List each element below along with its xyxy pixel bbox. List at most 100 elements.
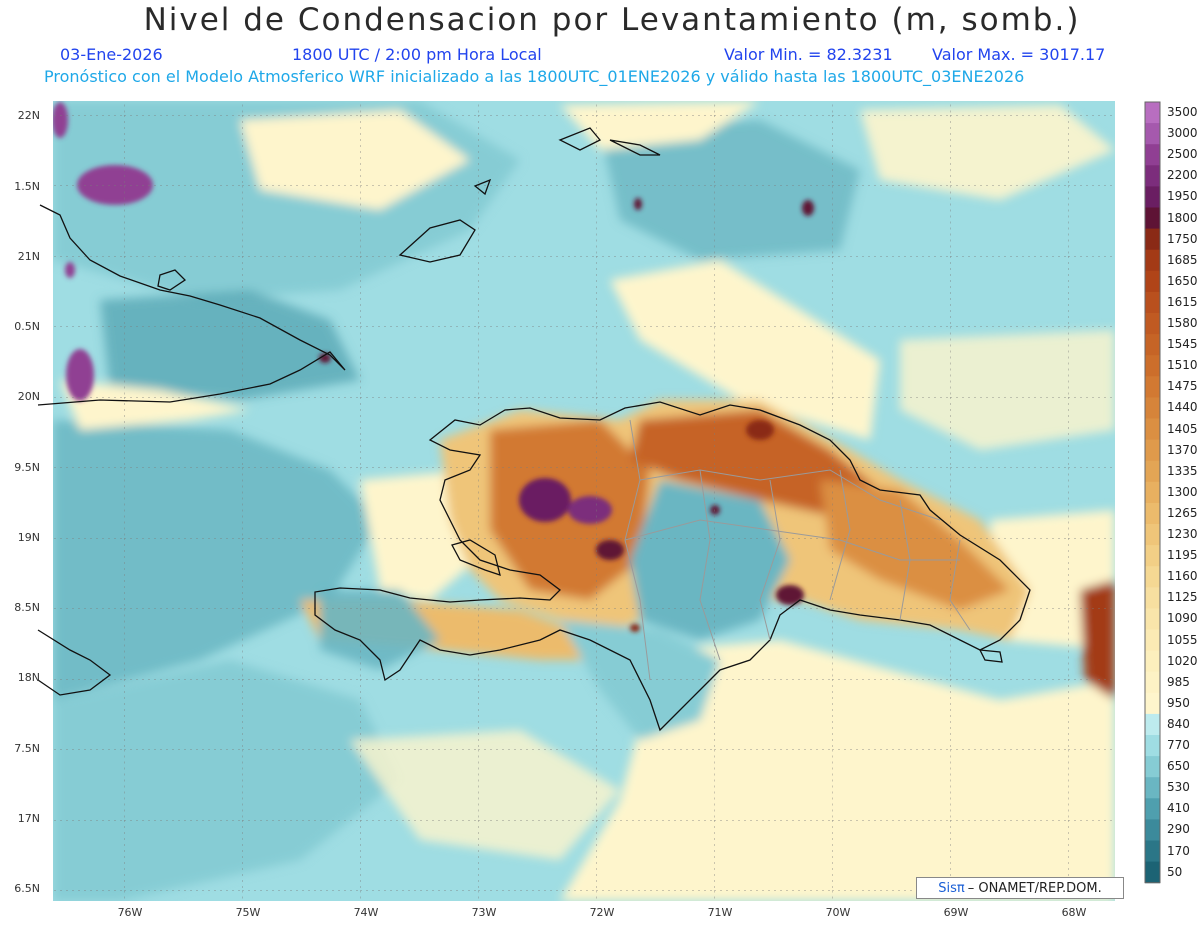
max-value-label: Valor Max. = 3017.17	[932, 45, 1106, 64]
colorbar-label: 1650	[1167, 273, 1198, 288]
colorbar-swatch	[1145, 819, 1160, 841]
forecast-info: Pronóstico con el Modelo Atmosferico WRF…	[44, 67, 1025, 86]
colorbar-swatch	[1145, 735, 1160, 757]
credit-box: Sisπ – ONAMET/REP.DOM.	[916, 877, 1124, 899]
colorbar-label: 530	[1167, 780, 1190, 795]
colorbar-swatch	[1145, 481, 1160, 504]
colorbar-swatch	[1145, 629, 1160, 652]
x-tick-label: 71W	[707, 906, 733, 919]
colorbar-swatch	[1145, 397, 1160, 419]
colorbar-label: 2200	[1167, 168, 1198, 183]
y-tick-label: 21N	[17, 250, 40, 263]
colorbar-swatch	[1145, 207, 1160, 230]
colorbar-label: 650	[1167, 759, 1190, 774]
colorbar-swatch	[1145, 123, 1160, 145]
colorbar-label: 1055	[1167, 632, 1198, 647]
colorbar-swatch	[1145, 756, 1160, 778]
colorbar-label: 1615	[1167, 294, 1198, 309]
time-label: 1800 UTC / 2:00 pm Hora Local	[292, 45, 542, 64]
colorbar-label: 1160	[1167, 569, 1198, 584]
colorbar-swatch	[1145, 334, 1160, 356]
colorbar-label: 1230	[1167, 527, 1198, 541]
colorbar-swatch	[1145, 587, 1160, 609]
colorbar-border	[1144, 101, 1161, 884]
colorbar-swatch	[1145, 777, 1160, 799]
colorbar-swatch	[1145, 144, 1160, 166]
colorbar-label: 170	[1167, 843, 1190, 858]
min-value-label: Valor Min. = 82.3231	[724, 45, 893, 64]
colorbar-swatch	[1145, 650, 1160, 673]
colorbar-label: 1750	[1167, 231, 1198, 246]
x-tick-label: 75W	[235, 906, 261, 919]
colorbar-label: 3500	[1167, 105, 1198, 119]
x-tick-label: 73W	[471, 906, 497, 919]
colorbar-swatch	[1145, 439, 1160, 462]
y-tick-label: 8.5N	[14, 601, 40, 614]
colorbar-swatch	[1145, 228, 1160, 251]
colorbar-label: 840	[1167, 716, 1190, 731]
x-tick-label: 70W	[825, 906, 851, 919]
colorbar-label: 1440	[1167, 400, 1198, 415]
y-tick-label: 19N	[17, 531, 40, 544]
colorbar-label: 3000	[1167, 126, 1198, 141]
colorbar-swatch	[1145, 545, 1160, 567]
province-borders	[624, 419, 971, 681]
colorbar-swatch	[1145, 460, 1160, 483]
date-label: 03-Ene-2026	[60, 45, 163, 64]
lat-lon-grid	[53, 101, 1115, 901]
colorbar-swatch	[1145, 313, 1160, 335]
colorbar-swatch	[1145, 502, 1160, 525]
colorbar-swatch	[1145, 861, 1160, 884]
colorbar-label: 1510	[1167, 358, 1198, 373]
colorbar-label: 290	[1167, 822, 1190, 837]
colorbar-swatch	[1145, 608, 1160, 630]
colorbar-swatch	[1145, 524, 1160, 546]
coastlines	[37, 127, 1031, 732]
x-tick-label: 69W	[943, 906, 969, 919]
colorbar-label: 1195	[1167, 548, 1198, 563]
colorbar-swatch	[1145, 840, 1160, 863]
x-tick-label: 74W	[353, 906, 379, 919]
colorbar-swatch	[1145, 270, 1160, 293]
credit-text: – ONAMET/REP.DOM.	[967, 880, 1102, 896]
map-title: Nivel de Condensacion por Levantamiento …	[143, 2, 1081, 38]
colorbar-swatch	[1145, 692, 1160, 715]
y-tick-label: 20N	[17, 390, 40, 403]
y-tick-label: 9.5N	[14, 461, 40, 474]
colorbar-swatch	[1145, 355, 1160, 377]
colorbar-swatch	[1145, 102, 1160, 124]
colorbar-swatch	[1145, 186, 1160, 208]
colorbar-label: 1125	[1167, 590, 1198, 605]
sispi-logo: Sisπ	[938, 880, 965, 896]
colorbar-swatch	[1145, 566, 1160, 588]
colorbar-swatch	[1145, 291, 1160, 314]
colorbar-label: 410	[1167, 801, 1190, 816]
colorbar-swatch	[1145, 249, 1160, 272]
y-tick-label: 6.5N	[14, 882, 40, 895]
colorbar-swatch	[1145, 798, 1160, 820]
colorbar-label: 1370	[1167, 442, 1198, 457]
colorbar-label: 50	[1167, 864, 1183, 879]
colorbar-label: 2500	[1167, 147, 1198, 162]
colorbar-label: 1800	[1167, 210, 1198, 225]
colorbar-label: 950	[1167, 695, 1190, 710]
colorbar-label: 1265	[1167, 505, 1198, 520]
colorbar-label: 1950	[1167, 189, 1198, 204]
colorbar-swatch	[1145, 671, 1160, 694]
y-tick-label: 18N	[17, 671, 40, 684]
y-tick-label: 17N	[17, 812, 40, 825]
colorbar-label: 1020	[1167, 653, 1198, 668]
y-tick-label: 7.5N	[14, 742, 40, 755]
y-tick-label: 0.5N	[14, 320, 40, 333]
colorbar-swatch	[1145, 376, 1160, 398]
x-tick-label: 76W	[117, 906, 143, 919]
colorbar-swatch	[1145, 165, 1160, 187]
colorbar-label: 1545	[1167, 337, 1198, 352]
colorbar-label: 1300	[1167, 484, 1198, 499]
y-tick-label: 22N	[17, 109, 40, 122]
x-tick-label: 68W	[1061, 906, 1087, 919]
colorbar-label: 1090	[1167, 611, 1198, 626]
colorbar-swatch	[1145, 713, 1160, 736]
